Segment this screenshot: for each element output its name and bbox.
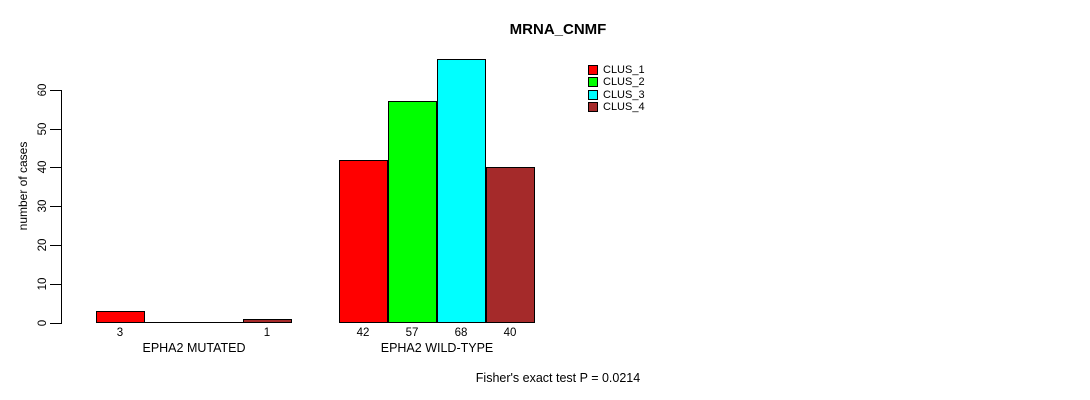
y-axis-tick-label: 60: [37, 83, 49, 97]
bar-value-label: 68: [454, 327, 468, 339]
legend-label: CLUS_3: [603, 88, 645, 101]
y-axis-tick-label: 20: [37, 238, 49, 252]
y-axis-tick: [50, 245, 62, 246]
bar-clus_4: [486, 167, 535, 323]
bar-value-label: 57: [405, 327, 419, 339]
bar-clus_2: [388, 101, 437, 323]
legend-label: CLUS_4: [603, 100, 645, 113]
y-axis-tick: [50, 323, 62, 324]
bar-clus_1: [96, 311, 145, 323]
y-axis-tick: [50, 129, 62, 130]
legend-item: CLUS_3: [588, 89, 658, 101]
y-axis-tick: [50, 167, 62, 168]
legend-label: CLUS_1: [603, 64, 645, 76]
legend-item: CLUS_1: [588, 64, 658, 76]
y-axis-tick-label: 50: [37, 122, 49, 136]
chart-title: MRNA_CNMF: [509, 21, 607, 38]
annotation-text: Fisher's exact test P = 0.0214: [475, 371, 641, 385]
legend-item: CLUS_4: [588, 101, 658, 113]
y-axis-tick-label: 0: [37, 319, 49, 327]
x-group-label: EPHA2 WILD-TYPE: [380, 341, 494, 355]
legend-label: CLUS_2: [603, 76, 645, 89]
y-axis-tick-label: 30: [37, 199, 49, 213]
bar-value-label: 3: [116, 327, 124, 339]
bar-clus_1: [339, 160, 388, 323]
legend-swatch-clus_2: [588, 77, 598, 88]
y-axis-tick-label: 10: [37, 277, 49, 291]
legend-swatch-clus_1: [588, 65, 598, 75]
bar-clus_3: [437, 59, 486, 323]
legend-swatch-clus_4: [588, 101, 598, 112]
bar-clus_2-zero: [145, 322, 194, 323]
bar-clus_3-zero: [194, 322, 243, 323]
bar-value-label: 40: [503, 327, 517, 339]
y-axis-tick-label: 40: [37, 160, 49, 174]
y-axis-tick: [50, 206, 62, 207]
bar-value-label: 42: [356, 327, 370, 339]
legend-item: CLUS_2: [588, 76, 658, 88]
x-group-label: EPHA2 MUTATED: [142, 341, 246, 355]
bar-clus_4: [243, 319, 292, 323]
legend: CLUS_1 CLUS_2 CLUS_3 CLUS_4: [588, 64, 658, 114]
bar-value-label: 1: [263, 327, 271, 339]
legend-swatch-clus_3: [588, 89, 598, 100]
y-axis-tick: [50, 284, 62, 285]
y-axis-tick: [50, 90, 62, 91]
